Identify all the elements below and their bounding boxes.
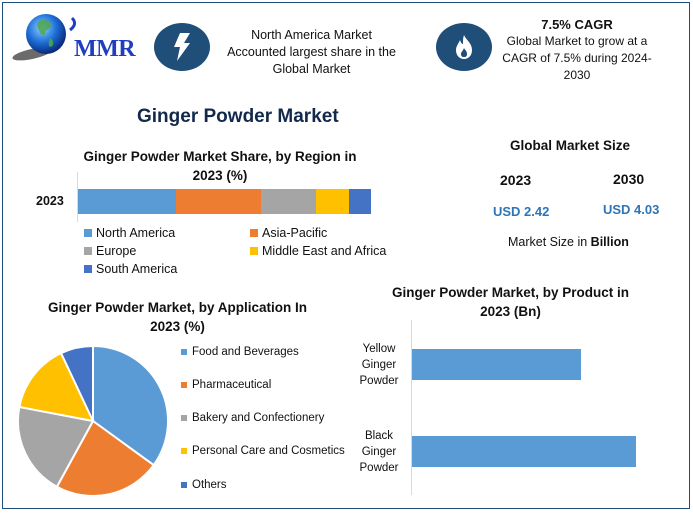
market-size-value-2023: USD 2.42 bbox=[493, 204, 550, 219]
highlight-2-text: 7.5% CAGR Global Market to grow at a CAG… bbox=[496, 16, 658, 84]
region-axis-line bbox=[77, 172, 78, 222]
region-segment bbox=[78, 189, 176, 214]
legend-label: Personal Care and Cosmetics bbox=[192, 445, 345, 457]
legend-swatch bbox=[84, 265, 92, 273]
mmr-logo: MMR bbox=[10, 8, 150, 68]
legend-swatch bbox=[250, 229, 258, 237]
product-bar-yellow bbox=[412, 349, 581, 380]
pie-slice bbox=[55, 419, 156, 497]
pie-slice bbox=[92, 345, 169, 467]
product-label-yellow: Yellow Ginger Powder bbox=[354, 341, 404, 389]
pie-slice bbox=[18, 351, 95, 423]
highlight-1-badge bbox=[154, 23, 210, 71]
application-title-line-1: Ginger Powder Market, by Application In bbox=[47, 300, 308, 315]
pie-legend-food-beverages: Food and Beverages bbox=[181, 346, 299, 358]
globe-icon bbox=[12, 14, 77, 61]
legend-label: Europe bbox=[96, 244, 137, 258]
product-chart-title: Ginger Powder Market, by Product in 2023… bbox=[368, 283, 653, 321]
label-line: Black bbox=[364, 430, 394, 442]
pie-legend-bakery-confectionery: Bakery and Confectionery bbox=[181, 412, 324, 424]
label-line: Yellow bbox=[362, 343, 396, 355]
region-stacked-bar bbox=[78, 189, 371, 214]
region-category-label: 2023 bbox=[36, 194, 64, 208]
product-title-line-1: Ginger Powder Market, by Product in bbox=[391, 285, 630, 300]
market-size-value-2030: USD 4.03 bbox=[603, 202, 660, 217]
lightning-bolt-icon bbox=[174, 33, 190, 61]
market-size-year-2030: 2030 bbox=[613, 171, 645, 187]
highlight-2-badge bbox=[436, 23, 492, 71]
highlight-2-line-1: Global Market to grow at a bbox=[506, 34, 648, 48]
legend-north-america: North America bbox=[84, 226, 175, 240]
pie-slice bbox=[17, 405, 95, 489]
legend-swatch bbox=[181, 349, 187, 355]
legend-swatch bbox=[181, 382, 187, 388]
market-size-note-unit: Billion bbox=[590, 235, 629, 249]
logo-text: MMR bbox=[74, 36, 136, 62]
region-segment bbox=[349, 189, 371, 214]
pie-slice bbox=[59, 345, 94, 422]
region-title-line-1: Ginger Powder Market Share, by Region in bbox=[83, 149, 357, 164]
highlight-1-line-1: North America Market bbox=[251, 28, 372, 42]
legend-label: North America bbox=[96, 226, 176, 240]
pie-legend-pharmaceutical: Pharmaceutical bbox=[181, 379, 271, 391]
legend-swatch bbox=[181, 482, 187, 488]
product-axis-line bbox=[411, 320, 412, 495]
legend-asia-pacific: Asia-Pacific bbox=[250, 226, 327, 240]
market-size-year-2023: 2023 bbox=[500, 172, 532, 188]
market-size-title: Global Market Size bbox=[509, 138, 631, 153]
page-title: Ginger Powder Market bbox=[137, 106, 339, 127]
label-line: Ginger bbox=[361, 359, 397, 371]
legend-swatch bbox=[84, 229, 92, 237]
application-pie-chart bbox=[17, 345, 169, 497]
label-line: Powder bbox=[359, 462, 399, 474]
region-title-line-2: 2023 (%) bbox=[192, 168, 248, 183]
region-segment bbox=[260, 189, 316, 214]
product-title-line-2: 2023 (Bn) bbox=[480, 304, 541, 319]
legend-label: Others bbox=[192, 479, 227, 491]
highlight-1-line-2: Accounted largest share in the bbox=[227, 45, 396, 59]
legend-swatch bbox=[84, 247, 92, 255]
legend-label: Middle East and Africa bbox=[262, 244, 387, 258]
product-label-black: Black Ginger Powder bbox=[354, 428, 404, 476]
legend-swatch bbox=[181, 448, 187, 454]
highlight-1-text: North America Market Accounted largest s… bbox=[214, 27, 409, 78]
highlight-2-line-3: 2030 bbox=[563, 68, 591, 82]
flame-icon bbox=[456, 35, 472, 59]
legend-south-america: South America bbox=[84, 262, 177, 276]
pie-legend-others: Others bbox=[181, 479, 227, 491]
legend-europe: Europe bbox=[84, 244, 136, 258]
market-size-note-prefix: Market Size in bbox=[508, 235, 591, 249]
region-segment bbox=[175, 189, 261, 214]
legend-swatch bbox=[181, 415, 187, 421]
cagr-title: 7.5% CAGR bbox=[541, 17, 613, 32]
pie-legend-personal-care: Personal Care and Cosmetics bbox=[181, 445, 345, 457]
legend-middle-east-africa: Middle East and Africa bbox=[250, 244, 386, 258]
application-title-line-2: 2023 (%) bbox=[150, 319, 205, 334]
product-bar-black bbox=[412, 436, 636, 467]
region-chart-title: Ginger Powder Market Share, by Region in… bbox=[60, 147, 380, 185]
highlight-1-line-3: Global Market bbox=[272, 62, 351, 76]
region-segment bbox=[315, 189, 349, 214]
label-line: Ginger bbox=[361, 446, 397, 458]
legend-label: Bakery and Confectionery bbox=[192, 412, 325, 424]
market-size-note: Market Size in Billion bbox=[508, 235, 629, 249]
highlight-2-line-2: CAGR of 7.5% during 2024- bbox=[502, 51, 652, 65]
legend-label: Asia-Pacific bbox=[262, 226, 328, 240]
legend-label: Pharmaceutical bbox=[192, 379, 272, 391]
legend-label: South America bbox=[96, 262, 178, 276]
legend-swatch bbox=[250, 247, 258, 255]
label-line: Powder bbox=[359, 375, 399, 387]
application-chart-title: Ginger Powder Market, by Application In … bbox=[35, 298, 320, 336]
legend-label: Food and Beverages bbox=[192, 346, 299, 358]
